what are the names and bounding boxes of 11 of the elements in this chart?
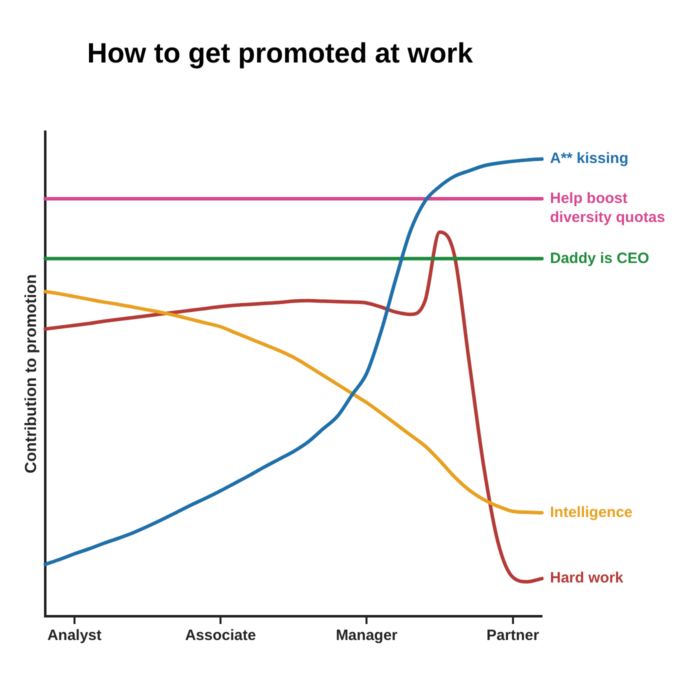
- x-tick-label: Associate: [185, 627, 256, 644]
- y-axis-title: Contribution to promotion: [23, 274, 40, 474]
- series-label: Intelligence: [550, 504, 633, 521]
- series-label: Help boost diversity quotas: [550, 190, 666, 226]
- x-tick-label: Analyst: [47, 627, 102, 644]
- series-label: A** kissing: [550, 150, 628, 168]
- x-tick-label: Manager: [336, 627, 398, 644]
- chart-title: How to get promoted at work: [87, 38, 474, 69]
- x-tick-label: Partner: [486, 627, 540, 644]
- series-label: Daddy is CEO: [550, 250, 650, 267]
- series-label: Hard work: [550, 570, 624, 587]
